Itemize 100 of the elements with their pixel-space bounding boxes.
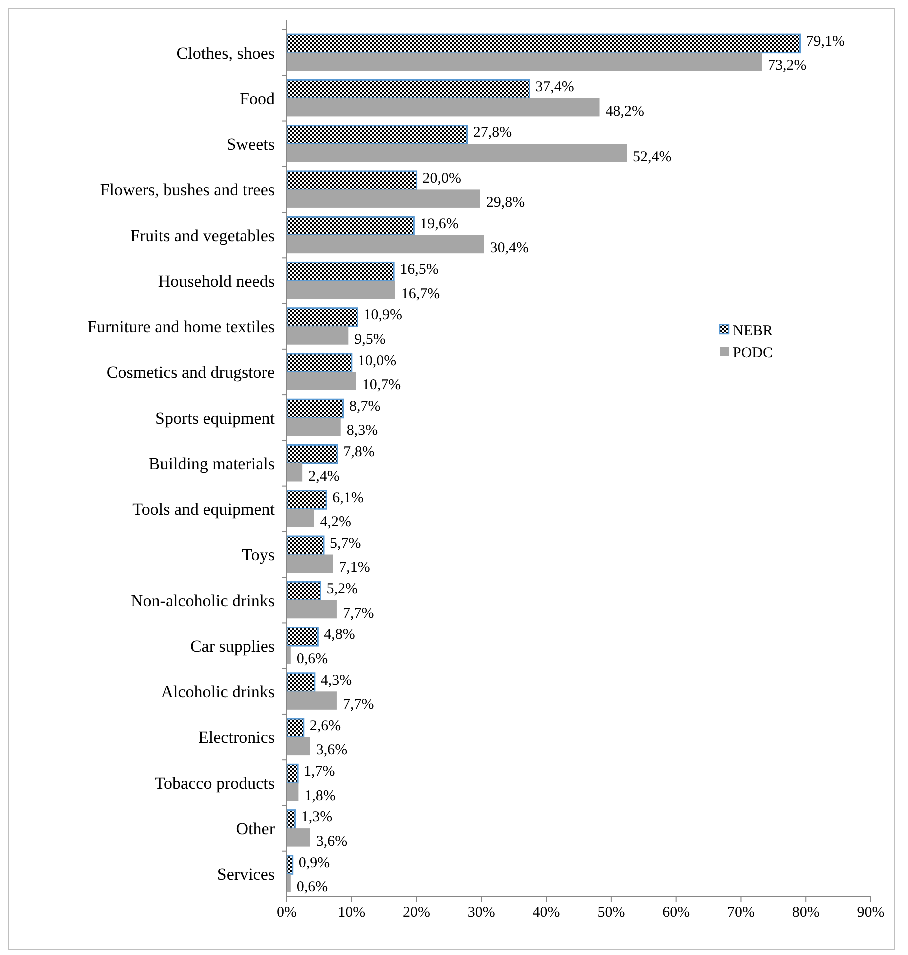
data-label: 8,3%	[346, 423, 378, 440]
data-label: 20,0%	[422, 170, 462, 187]
y-tick-label: Car supplies	[190, 636, 275, 656]
bar	[287, 737, 310, 756]
data-label: 2,6%	[310, 718, 342, 734]
x-tick-label: 30%	[468, 905, 496, 921]
data-label: 7,7%	[342, 606, 374, 622]
x-tick-label: 40%	[532, 905, 560, 921]
data-label: 1,8%	[304, 788, 336, 804]
bar	[287, 464, 303, 482]
y-tick-label: Sweets	[226, 135, 275, 154]
y-tick-label: Household needs	[158, 272, 275, 291]
x-tick-label: 20%	[403, 905, 431, 921]
legend-label: PODC	[733, 345, 774, 362]
data-label: 7,7%	[342, 697, 374, 714]
data-label: 37,4%	[536, 80, 574, 96]
bar	[287, 646, 291, 664]
bar	[287, 509, 314, 528]
bar	[286, 627, 319, 647]
x-tick-label: 10%	[338, 905, 366, 921]
bar	[287, 874, 291, 892]
y-tick-label: Furniture and home textiles	[88, 318, 275, 337]
bar	[287, 144, 628, 162]
y-tick-label: Tools and equipment	[132, 500, 276, 520]
y-tick-label: Alcoholic drinks	[161, 682, 275, 702]
y-tick-label: Flowers, bushes and trees	[100, 180, 275, 200]
bar	[286, 718, 305, 738]
y-tick-label: Other	[236, 820, 276, 839]
x-tick-label: 60%	[662, 905, 690, 921]
data-label: 10,7%	[362, 378, 402, 394]
bar	[286, 581, 322, 602]
data-label: 8,7%	[349, 398, 381, 415]
data-label: 29,8%	[486, 195, 526, 212]
data-label: 5,2%	[326, 582, 358, 598]
bar	[287, 52, 762, 72]
bar	[286, 536, 325, 556]
y-tick-label: Fruits and vegetables	[130, 226, 275, 246]
bar	[287, 782, 299, 802]
data-label: 16,5%	[400, 262, 439, 278]
y-tick-label: Clothes, shoes	[176, 44, 275, 63]
legend-label: NEBR	[733, 323, 774, 340]
data-label: 4,3%	[320, 672, 352, 689]
bar	[286, 216, 415, 236]
bar	[286, 398, 344, 419]
y-tick-label: Sports equipment	[156, 408, 276, 428]
y-tick-label: Food	[240, 89, 276, 108]
data-label: 7,1%	[339, 560, 370, 576]
data-label: 1,7%	[304, 764, 336, 780]
bar	[286, 672, 316, 692]
y-tick-label: Toys	[242, 546, 275, 565]
x-tick-label: 90%	[857, 905, 885, 921]
data-label: 0,9%	[298, 855, 330, 872]
data-label: 4,8%	[324, 627, 356, 644]
x-tick-label: 0%	[277, 905, 297, 921]
data-label: 10,0%	[358, 353, 397, 370]
bar	[286, 353, 353, 373]
x-tick-label: 70%	[727, 905, 755, 921]
data-label: 6,1%	[332, 490, 364, 506]
y-tick-label: Services	[217, 865, 275, 884]
data-label: 0,6%	[296, 651, 328, 668]
data-label: 48,2%	[606, 104, 645, 120]
bar	[287, 554, 334, 574]
bar	[287, 692, 337, 710]
data-label: 3,6%	[316, 742, 348, 759]
bar	[286, 170, 418, 190]
bar	[286, 308, 358, 328]
bar	[287, 372, 356, 390]
data-label: 79,1%	[806, 34, 846, 50]
data-label: 1,3%	[301, 810, 333, 826]
data-label: 19,6%	[420, 216, 459, 232]
x-tick-label: 80%	[792, 905, 820, 921]
y-tick-label: Tobacco products	[154, 774, 275, 793]
y-tick-label: Cosmetics and drugstore	[106, 363, 275, 382]
bar	[286, 34, 802, 54]
y-tick-label: Non-alcoholic drinks	[131, 591, 275, 610]
data-label: 3,6%	[316, 834, 348, 850]
bar	[287, 98, 600, 117]
data-label: 9,5%	[354, 332, 386, 348]
data-label: 30,4%	[490, 240, 530, 257]
data-label: 27,8%	[473, 125, 512, 142]
bar	[286, 444, 338, 464]
data-label: 16,7%	[401, 286, 440, 302]
bar	[287, 235, 484, 254]
bar	[286, 125, 468, 145]
y-tick-label: Building materials	[148, 454, 275, 474]
bar	[287, 280, 396, 300]
bar	[286, 262, 395, 282]
data-label: 4,2%	[320, 514, 352, 531]
bar	[287, 190, 480, 208]
bar	[287, 600, 337, 619]
bar	[286, 79, 530, 100]
bar	[286, 490, 328, 510]
y-tick-label: Electronics	[198, 728, 275, 748]
data-label: 0,6%	[296, 880, 328, 896]
bar	[287, 326, 349, 345]
data-label: 2,4%	[308, 468, 340, 485]
data-label: 5,7%	[330, 536, 362, 552]
data-label: 73,2%	[768, 58, 807, 74]
data-label: 10,9%	[364, 308, 402, 324]
x-tick-label: 50%	[598, 905, 626, 921]
